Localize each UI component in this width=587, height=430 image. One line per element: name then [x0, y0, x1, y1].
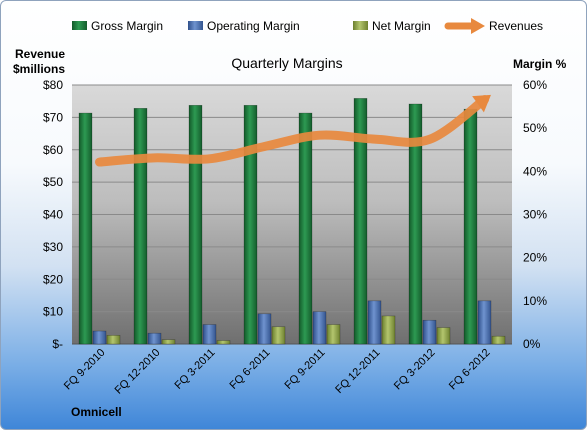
- left-axis-title-line2: $millions: [13, 62, 65, 76]
- left-tick-label: $30: [43, 240, 63, 254]
- net-margin-bar: [491, 335, 506, 345]
- legend-label-revenues: Revenues: [489, 19, 543, 33]
- left-tick-label: $60: [43, 143, 63, 157]
- left-tick-label: $-: [52, 337, 63, 351]
- legend-swatch-operating-margin: [188, 21, 203, 30]
- category-label: FQ 3-2011: [173, 347, 218, 392]
- right-tick-label: 50%: [523, 121, 547, 135]
- chart-title: Quarterly Margins: [231, 55, 342, 71]
- revenue-series-line: [95, 95, 489, 167]
- legend-label-gross-margin: Gross Margin: [91, 19, 163, 33]
- gross-margin-bar: [78, 112, 93, 345]
- right-tick-label: 40%: [523, 164, 547, 178]
- category-label: FQ 9-2011: [283, 347, 328, 392]
- bars: [78, 98, 506, 345]
- operating-margin-bar: [477, 300, 492, 345]
- left-tick-label: $40: [43, 208, 63, 222]
- left-axis-title-line1: Revenue: [15, 47, 65, 61]
- revenue-line: [95, 94, 491, 167]
- right-tick-label: 0%: [523, 337, 541, 351]
- net-margin-bar: [161, 339, 176, 345]
- legend-arrowhead-revenues: [471, 18, 485, 34]
- category-label: FQ 9-2010: [62, 347, 108, 393]
- operating-margin-bar: [312, 311, 327, 345]
- right-axis-title: Margin %: [513, 57, 567, 71]
- revenue-arrowhead: [472, 94, 491, 113]
- category-label: FQ 3-2012: [392, 347, 438, 393]
- category-label: FQ 12-2010: [113, 347, 163, 397]
- net-margin-bar: [271, 326, 286, 345]
- gross-margin-bar: [408, 103, 423, 345]
- legend-item-net-margin: Net Margin: [353, 19, 431, 33]
- gross-margin-bar: [133, 108, 148, 345]
- right-axis-ticks: 0% 10% 20% 30% 40% 50% 60%: [523, 78, 547, 351]
- operating-margin-bar: [367, 300, 382, 345]
- left-tick-label: $20: [43, 272, 63, 286]
- gross-margin-bar: [188, 104, 203, 345]
- net-margin-bar: [381, 315, 396, 345]
- legend-item-operating-margin: Operating Margin: [188, 19, 300, 33]
- operating-margin-bar: [92, 330, 107, 345]
- category-label: FQ 12-2011: [333, 347, 382, 396]
- legend-item-revenues: Revenues: [444, 18, 543, 34]
- legend: Gross Margin Operating Margin Net Margin…: [72, 18, 543, 34]
- legend-label-operating-margin: Operating Margin: [207, 19, 300, 33]
- company-label: Omnicell: [71, 405, 122, 419]
- category-labels: FQ 9-2010 FQ 12-2010 FQ 3-2011 FQ 6-2011 FQ …: [62, 347, 493, 397]
- gross-margin-bar: [353, 98, 368, 345]
- gross-margin-bar: [243, 104, 258, 345]
- right-tick-label: 20%: [523, 251, 547, 265]
- left-tick-label: $10: [43, 305, 63, 319]
- net-margin-bar: [216, 340, 231, 345]
- gross-margin-bar: [463, 108, 478, 345]
- net-margin-bar: [326, 324, 341, 345]
- legend-item-gross-margin: Gross Margin: [72, 19, 163, 33]
- category-label: FQ 6-2011: [228, 347, 273, 392]
- right-tick-label: 60%: [523, 78, 547, 92]
- legend-swatch-net-margin: [353, 21, 368, 30]
- right-tick-label: 10%: [523, 294, 547, 308]
- left-tick-label: $70: [43, 110, 63, 124]
- operating-margin-bar: [422, 319, 437, 345]
- operating-margin-bar: [147, 332, 162, 345]
- category-label: FQ 6-2012: [447, 347, 493, 393]
- legend-label-net-margin: Net Margin: [372, 19, 431, 33]
- net-margin-bar: [106, 335, 121, 345]
- legend-swatch-gross-margin: [72, 21, 87, 30]
- left-tick-label: $50: [43, 175, 63, 189]
- left-tick-label: $80: [43, 78, 63, 92]
- operating-margin-bar: [202, 324, 217, 345]
- net-margin-bar: [436, 327, 451, 345]
- right-tick-label: 30%: [523, 208, 547, 222]
- operating-margin-bar: [257, 313, 272, 345]
- left-axis-ticks: $- $10 $20 $30 $40 $50 $60 $70 $80: [43, 78, 63, 351]
- gross-margin-bar: [298, 112, 313, 345]
